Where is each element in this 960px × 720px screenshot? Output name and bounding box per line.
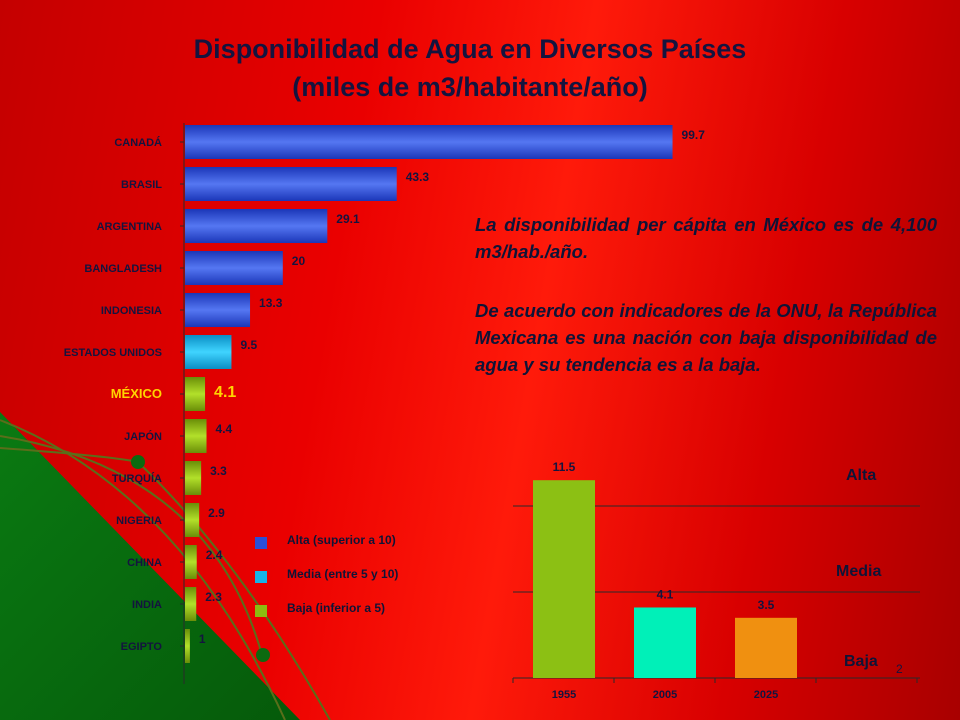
value-label-turquia: 3.3 xyxy=(210,464,227,478)
value-label-2025: 3.5 xyxy=(758,598,775,612)
category-label-argentina: ARGENTINA xyxy=(97,221,162,233)
description-paragraph-2: De acuerdo con indicadores de la ONU, la… xyxy=(475,300,937,375)
legend-label-media: Media (entre 5 y 10) xyxy=(287,567,399,581)
value-label-egipto: 1 xyxy=(199,632,206,646)
legend-swatch-baja xyxy=(255,605,267,617)
zone-label-media: Media xyxy=(836,563,882,580)
category-label-nigeria: NIGERIA xyxy=(116,515,162,527)
bar-2025 xyxy=(735,617,797,678)
value-label-china: 2.4 xyxy=(206,548,223,562)
bar-argentina xyxy=(185,209,328,243)
value-label-2005: 4.1 xyxy=(657,587,674,601)
chart-title-line-1: Disponibilidad de Agua en Diversos Paíse… xyxy=(193,34,747,64)
bar-estados-unidos xyxy=(185,335,232,369)
category-label-estados-unidos: ESTADOS UNIDOS xyxy=(64,347,162,359)
category-label-india: INDIA xyxy=(132,599,162,611)
bar-turquia xyxy=(185,461,202,495)
value-label-nigeria: 2.9 xyxy=(208,506,225,520)
bar-egipto xyxy=(185,629,190,663)
year-label-1955: 1955 xyxy=(552,689,576,701)
bar-2005 xyxy=(634,607,696,678)
category-label-mexico: MÉXICO xyxy=(111,386,162,401)
category-label-egipto: EGIPTO xyxy=(121,641,163,653)
value-label-japon: 4.4 xyxy=(216,422,233,436)
legend-label-baja: Baja (inferior a 5) xyxy=(287,601,386,615)
legend-label-alta: Alta (superior a 10) xyxy=(287,533,396,547)
category-label-japon: JAPÓN xyxy=(124,430,162,443)
value-label-estados-unidos: 9.5 xyxy=(240,338,257,352)
decorative-arc-1 xyxy=(0,419,286,720)
decorative-arc-4 xyxy=(137,461,331,720)
category-label-canada: CANADÁ xyxy=(114,136,162,149)
slide-number: 2 xyxy=(896,662,903,676)
bar-mexico xyxy=(185,377,206,411)
category-label-turquia: TURQUÍA xyxy=(112,472,162,485)
bar-nigeria xyxy=(185,503,200,537)
bar-china xyxy=(185,545,197,579)
decorative-arc-2 xyxy=(0,435,263,656)
zone-label-alta: Alta xyxy=(846,467,877,484)
category-label-china: CHINA xyxy=(127,557,162,569)
bar-japon xyxy=(185,419,207,453)
bar-india xyxy=(185,587,197,621)
value-label-indonesia: 13.3 xyxy=(259,296,283,310)
decorative-dot-1 xyxy=(131,455,145,469)
value-label-1955: 11.5 xyxy=(553,460,576,474)
year-label-2005: 2005 xyxy=(653,689,677,701)
category-label-indonesia: INDONESIA xyxy=(101,305,162,317)
bar-indonesia xyxy=(185,293,251,327)
description-paragraph-1: La disponibilidad per cápita en México e… xyxy=(475,214,937,262)
chart-title-line-2: (miles de m3/habitante/año) xyxy=(292,72,648,102)
green-corner-shape xyxy=(0,412,300,720)
value-label-india: 2.3 xyxy=(205,590,222,604)
year-label-2025: 2025 xyxy=(754,689,778,701)
bar-canada xyxy=(185,125,673,159)
category-label-bangladesh: BANGLADESH xyxy=(84,263,162,275)
zone-label-baja: Baja xyxy=(844,653,878,670)
legend-swatch-media xyxy=(255,571,267,583)
value-label-brasil: 43.3 xyxy=(406,170,430,184)
value-label-mexico: 4.1 xyxy=(214,384,236,401)
bar-1955 xyxy=(533,480,595,678)
bar-bangladesh xyxy=(185,251,283,285)
category-label-brasil: BRASIL xyxy=(121,179,162,191)
value-label-canada: 99.7 xyxy=(682,128,706,142)
value-label-argentina: 29.1 xyxy=(336,212,360,226)
decorative-dot-2 xyxy=(256,648,270,662)
legend-swatch-alta xyxy=(255,537,267,549)
decorative-arc-3 xyxy=(0,447,139,463)
bar-brasil xyxy=(185,167,397,201)
value-label-bangladesh: 20 xyxy=(292,254,306,268)
